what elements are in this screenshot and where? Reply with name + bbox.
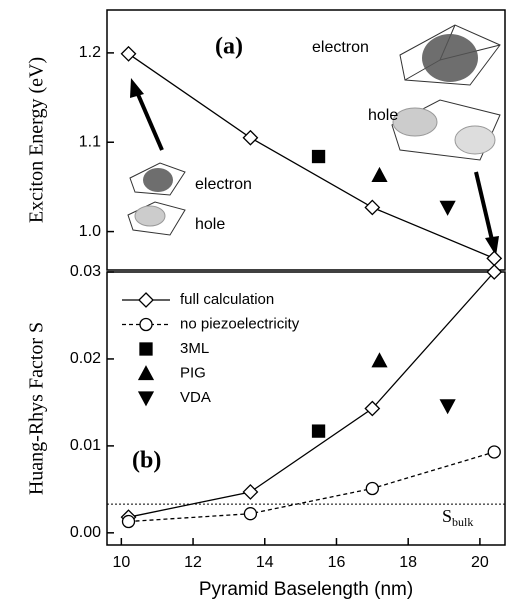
reference-label: Sbulk: [442, 506, 473, 529]
y-tick-label: 0.03: [70, 263, 101, 280]
x-tick-label: 20: [471, 554, 489, 571]
reference-label-main: S: [442, 506, 452, 526]
legend-marker: [139, 317, 153, 332]
panel-label: (b): [132, 448, 161, 474]
diamond-marker: [486, 250, 503, 267]
square-marker: [311, 149, 326, 164]
diamond-marker: [486, 264, 503, 280]
diamond-marker: [364, 400, 381, 417]
legend-label: full calculation: [180, 291, 274, 308]
annotation: electron: [195, 176, 252, 193]
series-line: [128, 53, 495, 259]
y-axis-label: Exciton Energy (eV): [26, 57, 48, 223]
reference-label-sub: bulk: [452, 515, 473, 529]
series-line: [128, 451, 495, 523]
x-tick-label: 16: [328, 554, 346, 571]
legend-marker: [137, 365, 155, 381]
legend-marker: [137, 391, 155, 407]
wavefunction-sketches: [127, 24, 501, 236]
legend-label: PIG: [180, 364, 206, 381]
y-tick-label: 1.2: [79, 44, 101, 61]
circle-marker: [121, 514, 136, 529]
triangle-marker: [371, 352, 388, 368]
legend-marker: [139, 342, 153, 356]
arrows: [130, 78, 499, 256]
y-tick-label: 1.1: [79, 133, 101, 150]
legend-label: no piezoelectricity: [180, 315, 300, 332]
legend-label: 3ML: [180, 340, 209, 357]
diamond-marker: [120, 45, 137, 62]
circle-marker: [487, 445, 501, 459]
circle-marker: [365, 481, 379, 496]
diamond-marker: [242, 484, 259, 500]
diamond-marker: [364, 199, 381, 216]
y-tick-label: 1.0: [79, 223, 101, 240]
diamond-marker: [242, 129, 259, 146]
legend-label: VDA: [180, 389, 211, 406]
triangle-marker: [439, 399, 456, 415]
circle-marker: [243, 507, 258, 521]
x-axis-label: Pyramid Baselength (nm): [199, 579, 413, 600]
y-tick-label: 0.02: [70, 350, 101, 367]
y-tick-label: 0.01: [70, 437, 101, 454]
square-marker: [311, 424, 326, 438]
panel-label: (a): [215, 34, 243, 60]
annotation: electron: [312, 39, 369, 56]
annotation: hole: [195, 216, 225, 233]
triangle-marker: [439, 200, 456, 216]
y-axis-label: Huang-Rhys Factor S: [26, 322, 48, 495]
x-tick-label: 14: [256, 554, 274, 571]
y-tick-label: 0.00: [70, 524, 101, 541]
x-tick-label: 18: [399, 554, 417, 571]
plot-frame: [106, 9, 506, 271]
x-tick-label: 12: [184, 554, 202, 571]
plot-frame: [106, 271, 506, 546]
series-line: [128, 271, 495, 518]
x-tick-label: 10: [112, 554, 130, 571]
annotation: hole: [368, 107, 398, 124]
legend-marker: [138, 292, 154, 308]
triangle-marker: [371, 166, 388, 182]
